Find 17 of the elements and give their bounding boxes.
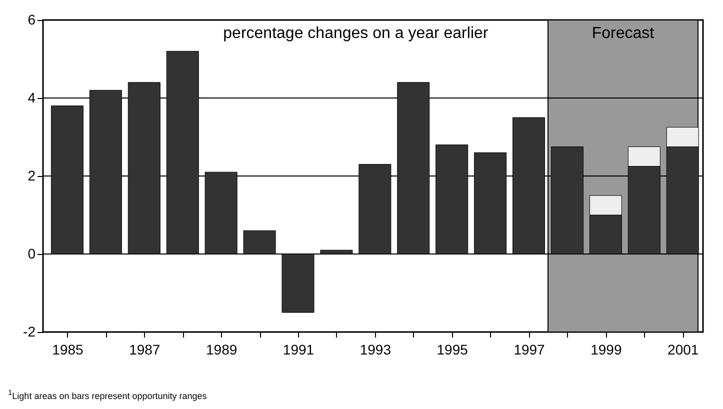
x-tick-label: 1993 xyxy=(360,342,392,358)
text: $^{1}$Light areas on bars represent opportunity ranges xyxy=(8,388,207,401)
y-tick-label: 6 xyxy=(28,12,36,28)
y-tick-label: 2 xyxy=(28,168,36,184)
y-tick-label: -2 xyxy=(23,324,36,340)
x-tick-label: 1989 xyxy=(206,342,238,358)
x-tick-label: 1997 xyxy=(514,342,546,358)
x-tick-label: 2001 xyxy=(668,342,699,358)
x-tick-label: 1987 xyxy=(129,342,160,358)
x-tick-label: 1995 xyxy=(436,342,468,358)
x-tick-label: 1991 xyxy=(282,342,314,358)
y-tick-label: 0 xyxy=(28,246,36,262)
band-label: Forecast xyxy=(592,25,655,42)
annotation: percentage changes on a year earlier xyxy=(223,25,489,42)
y-tick-label: 4 xyxy=(28,90,36,106)
x-tick-label: 1985 xyxy=(52,342,84,358)
x-tick-label: 1999 xyxy=(590,342,622,358)
